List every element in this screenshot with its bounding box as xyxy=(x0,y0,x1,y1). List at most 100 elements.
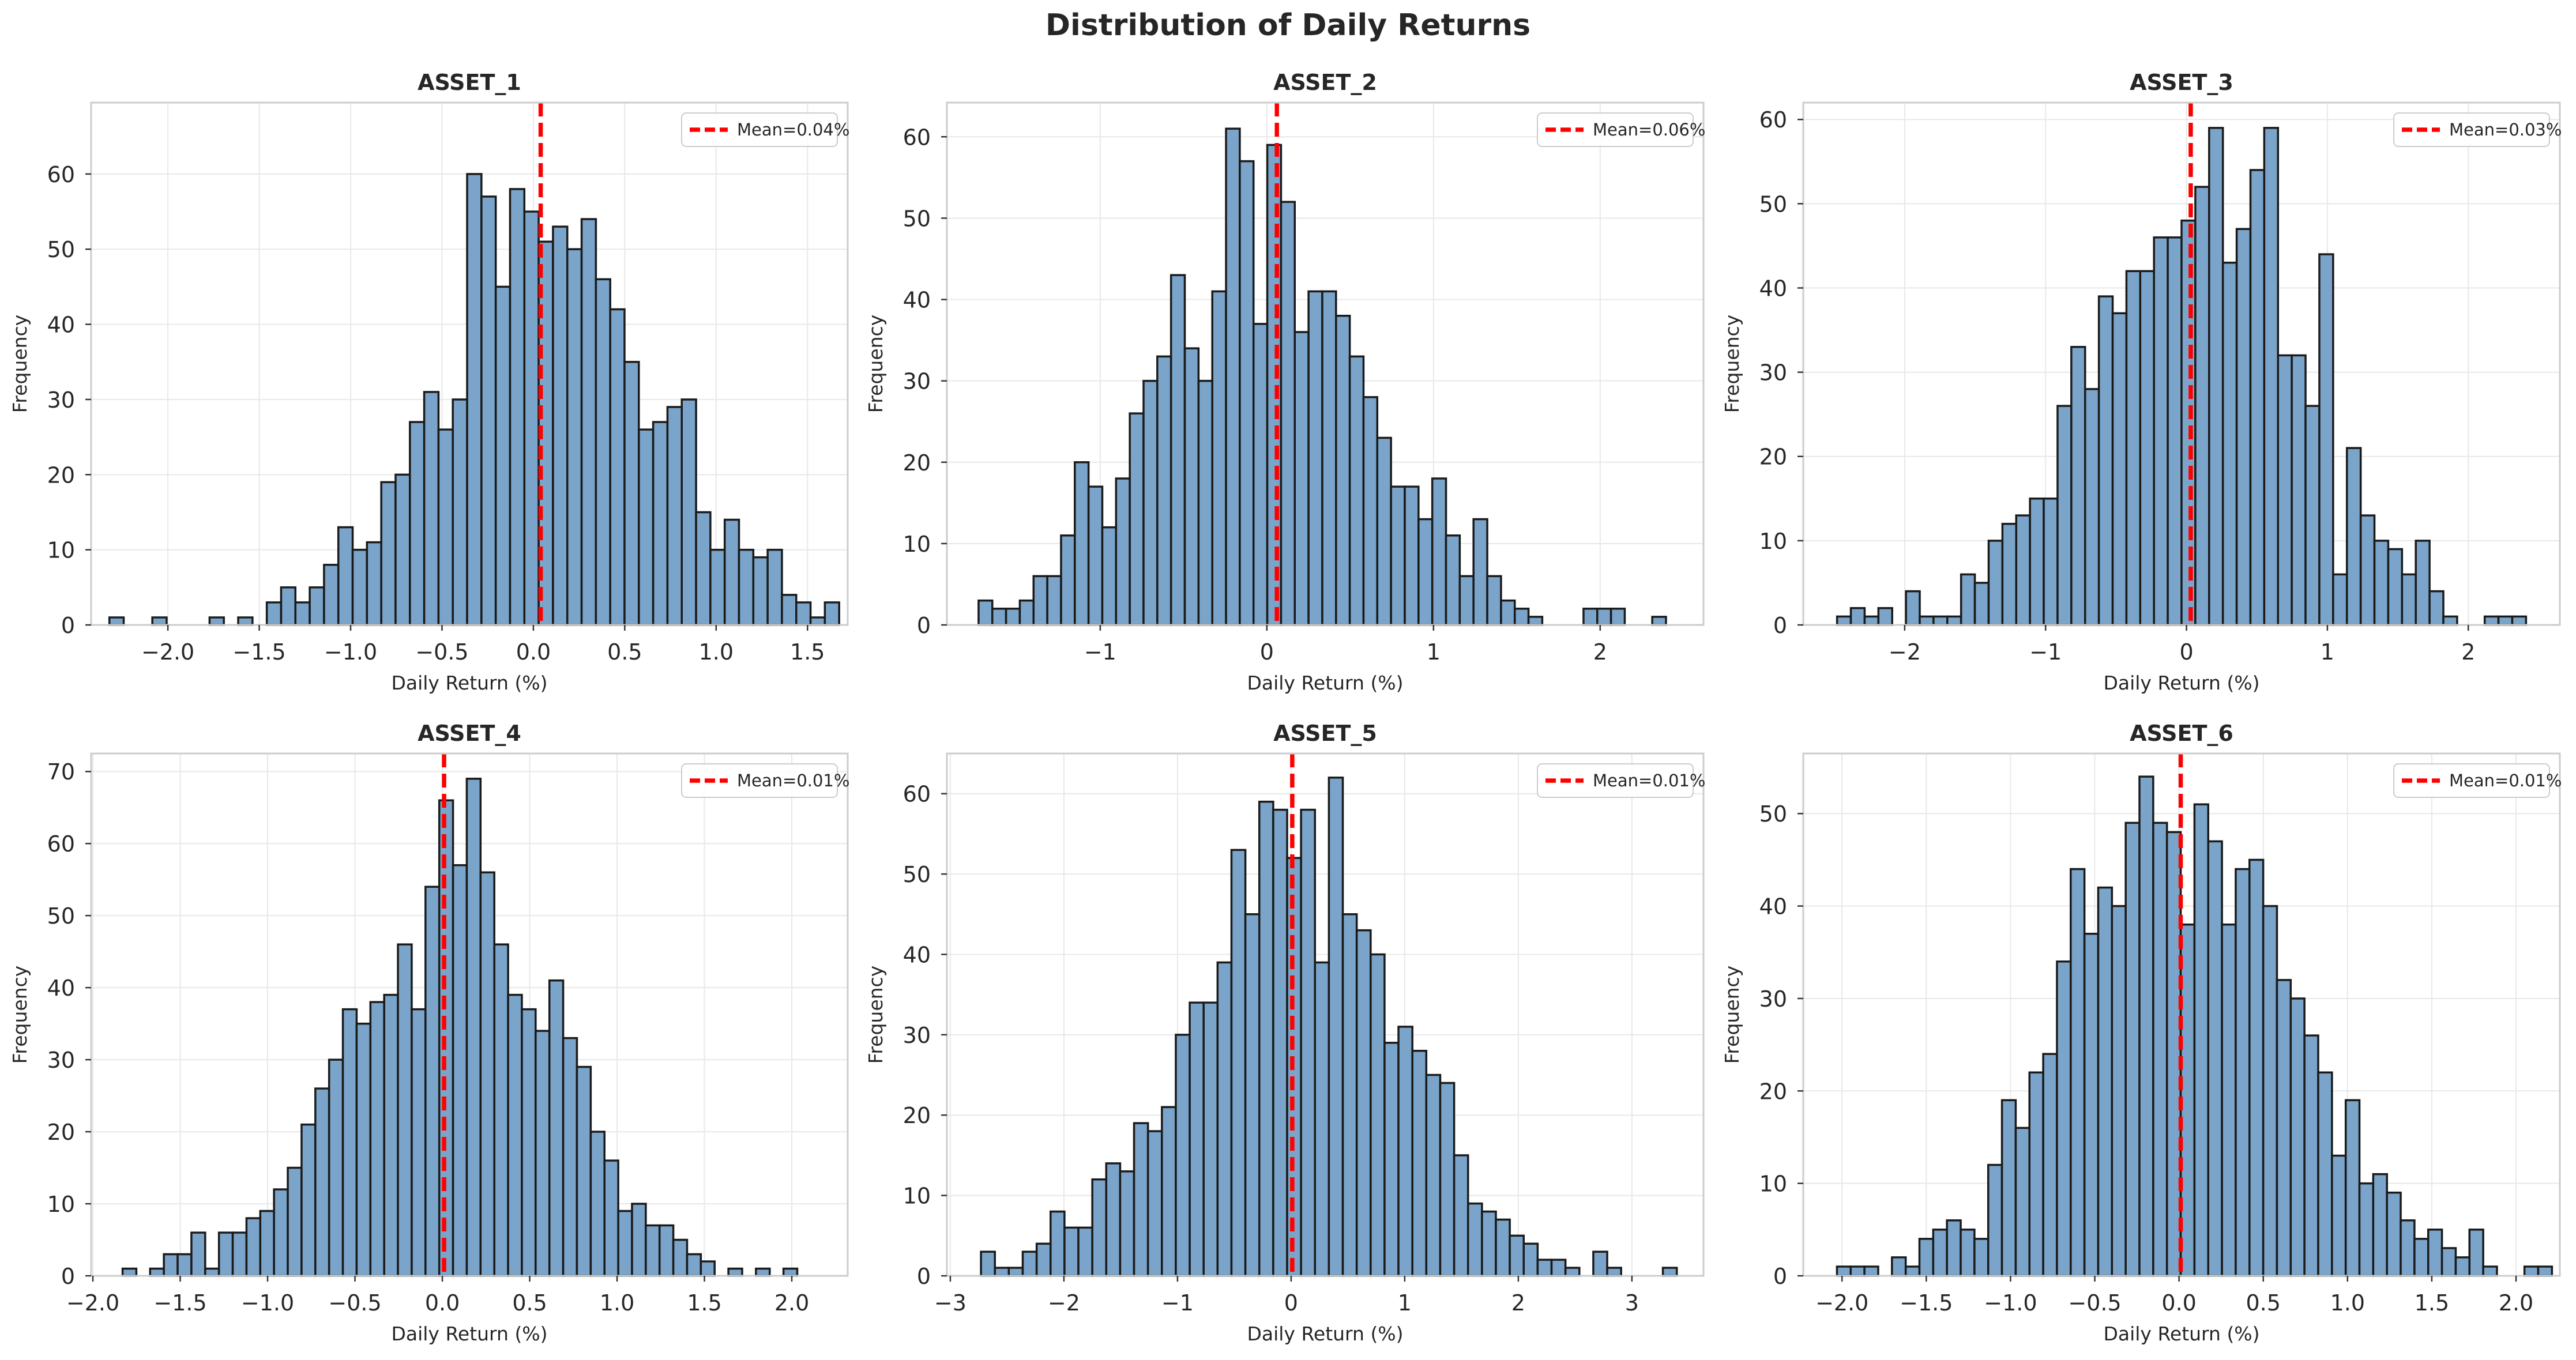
y-tick-label: 40 xyxy=(903,942,931,967)
histogram-bar xyxy=(2014,1127,2031,1277)
legend: Mean=0.03% xyxy=(2393,112,2562,147)
histogram-bar xyxy=(265,601,283,626)
histogram-bar xyxy=(1202,1001,1219,1277)
histogram-bar xyxy=(176,1253,193,1277)
x-tick-label: 0 xyxy=(1284,1290,1298,1316)
histogram-bar xyxy=(2111,312,2128,626)
histogram-bar xyxy=(1197,379,1213,626)
y-tick-label: 70 xyxy=(47,759,75,785)
legend-box xyxy=(681,763,838,798)
histogram-bar xyxy=(1390,485,1406,626)
x-tick-label: −2.0 xyxy=(1815,1290,1868,1316)
histogram-bar xyxy=(2153,236,2169,626)
histogram-bar xyxy=(2427,1229,2443,1277)
histogram-bar xyxy=(1169,274,1186,626)
y-tick-label: 20 xyxy=(1759,1079,1787,1104)
histogram-bar xyxy=(2028,1071,2044,1277)
histogram-bar xyxy=(1891,1256,1907,1277)
histogram-bar xyxy=(1129,412,1145,626)
histogram-bar xyxy=(2386,1191,2402,1277)
histogram-bar xyxy=(1425,1073,1442,1277)
y-tick-label: 10 xyxy=(47,538,75,563)
histogram-bar xyxy=(2400,1219,2416,1277)
histogram-bar xyxy=(695,511,712,626)
histogram-bar xyxy=(1877,607,1893,626)
x-tick-label: −2.0 xyxy=(141,639,194,665)
x-axis-label: Daily Return (%) xyxy=(1247,672,1403,694)
histogram-bar xyxy=(380,481,397,626)
y-tick-label: 0 xyxy=(917,1264,931,1289)
histogram-bar xyxy=(2138,775,2154,1277)
x-tick-label: 0.0 xyxy=(2161,1290,2196,1316)
histogram-bar xyxy=(1161,1106,1177,1277)
x-tick-label: 1 xyxy=(1398,1290,1412,1316)
histogram-bar xyxy=(781,594,798,626)
histogram-bar xyxy=(452,398,468,626)
histogram-bar xyxy=(1063,1226,1080,1277)
y-tick-label: 60 xyxy=(903,782,931,807)
legend-box xyxy=(1537,112,1694,147)
histogram-bar xyxy=(2083,932,2100,1277)
x-tick-label: 1.0 xyxy=(600,1290,634,1316)
x-tick-label: 1.5 xyxy=(687,1290,721,1316)
histogram-bar xyxy=(1300,808,1317,1277)
legend-label: Mean=0.01% xyxy=(2449,771,2562,790)
x-tick-label: 1.0 xyxy=(2330,1290,2365,1316)
histogram-bar xyxy=(2207,840,2223,1277)
histogram-bar xyxy=(2139,270,2155,626)
histogram-bar xyxy=(2152,822,2168,1277)
legend-label: Mean=0.06% xyxy=(1593,120,1705,140)
histogram-bar xyxy=(1328,777,1344,1277)
histogram-bar xyxy=(795,601,812,626)
y-tick-label: 30 xyxy=(47,1048,75,1073)
legend-label: Mean=0.04% xyxy=(737,120,849,140)
histogram-bar xyxy=(1453,1154,1469,1277)
histogram-bar xyxy=(1341,913,1358,1277)
histogram-bar xyxy=(1032,575,1048,626)
histogram-bar xyxy=(652,421,669,626)
x-tick-label: 0 xyxy=(1260,639,1274,665)
histogram-bar xyxy=(638,428,655,626)
histogram-bar xyxy=(1481,1210,1497,1277)
x-tick-label: −3 xyxy=(934,1290,967,1316)
histogram-bar xyxy=(1239,160,1255,626)
y-tick-label: 30 xyxy=(1759,360,1787,386)
histogram-bar xyxy=(479,871,495,1277)
histogram-bar xyxy=(1211,290,1227,626)
y-tick-label: 0 xyxy=(917,613,931,638)
histogram-bar xyxy=(2097,295,2114,626)
histogram-bar xyxy=(2358,1182,2375,1277)
x-tick-label: 1.5 xyxy=(790,639,825,665)
y-tick-label: 50 xyxy=(47,237,75,262)
y-tick-label: 0 xyxy=(1773,1264,1787,1289)
histogram-bar xyxy=(1133,1122,1149,1277)
histogram-bar xyxy=(1183,347,1200,626)
histogram-bar xyxy=(1904,1265,1921,1277)
histogram-bar xyxy=(2084,388,2100,626)
histogram-bar xyxy=(1370,953,1386,1277)
histogram-bar xyxy=(994,1267,1010,1277)
x-tick-label: 0.0 xyxy=(516,639,551,665)
histogram-bar xyxy=(576,1065,592,1277)
histogram-bar xyxy=(2235,228,2252,626)
histogram-bar xyxy=(562,1037,578,1277)
histogram-bar xyxy=(686,1253,702,1277)
histogram-bar xyxy=(2015,514,2031,626)
x-tick-label: 1.0 xyxy=(699,639,734,665)
histogram-bar xyxy=(2043,498,2059,626)
histogram-bar xyxy=(208,616,225,626)
histogram-bar xyxy=(2097,886,2114,1277)
histogram-bar xyxy=(493,943,509,1277)
histogram-bar xyxy=(369,1001,385,1277)
histogram-bar xyxy=(480,195,497,626)
histogram-bar xyxy=(1472,518,1488,626)
histogram-bar xyxy=(752,556,769,626)
y-tick-label: 30 xyxy=(903,369,931,394)
histogram-bar xyxy=(2537,1265,2554,1277)
histogram-bar xyxy=(328,1058,344,1277)
histogram-bar xyxy=(1973,1238,1990,1277)
subplot-1: −2.0 −1.5 −1.0 −0.5 0.0 0.5 1.0 1.5 0 10 20 30 40 50 6… xyxy=(9,70,849,694)
y-tick-label: 40 xyxy=(47,975,75,1001)
